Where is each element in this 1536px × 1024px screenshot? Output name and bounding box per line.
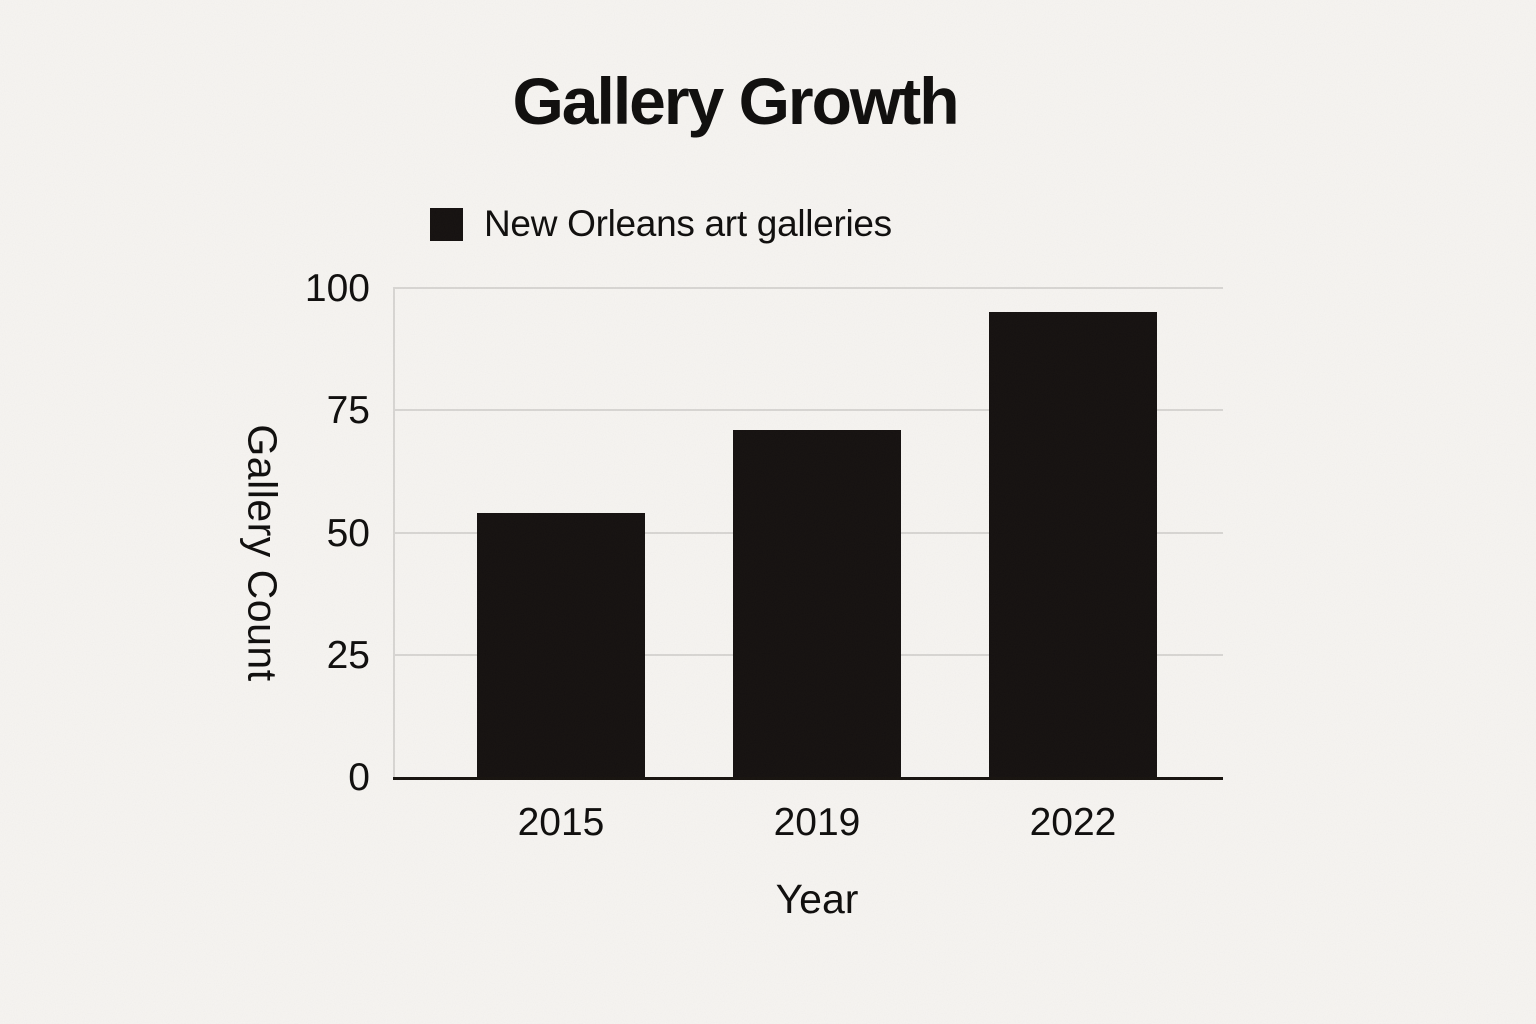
bar-2022 xyxy=(989,312,1157,777)
gridline-y-100 xyxy=(393,287,1223,289)
y-tick-label-75: 75 xyxy=(326,389,370,433)
y-axis-line xyxy=(393,288,395,777)
y-tick-label-100: 100 xyxy=(304,267,370,310)
x-tick-label-2022: 2022 xyxy=(1029,801,1117,844)
x-tick-label-2015: 2015 xyxy=(517,801,605,844)
y-tick-label-0: 0 xyxy=(348,756,370,799)
x-tick-label-2019: 2019 xyxy=(773,801,861,844)
x-axis-line xyxy=(393,777,1223,780)
x-axis-title: Year xyxy=(775,876,859,922)
bar-2015 xyxy=(477,512,645,777)
bar-2019 xyxy=(733,429,901,777)
y-tick-label-50: 50 xyxy=(326,511,370,555)
y-tick-label-25: 25 xyxy=(326,633,370,677)
